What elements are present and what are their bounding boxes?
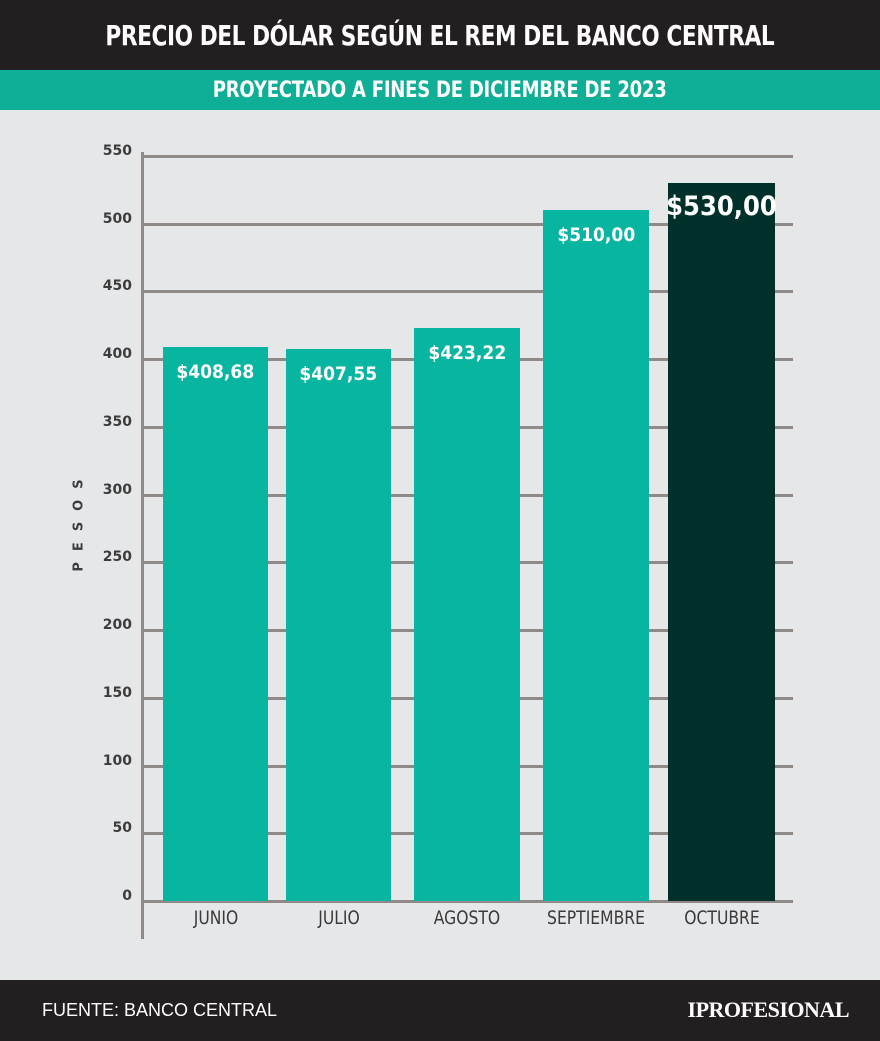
- bar-value-label: $423,22: [428, 341, 506, 364]
- x-category-label: JULIO: [317, 907, 360, 929]
- chart-title: PRECIO DEL DÓLAR SEGÚN EL REM DEL BANCO …: [105, 18, 775, 52]
- bar-septiembre: $510,00: [543, 210, 649, 901]
- bar-value-label: $510,00: [557, 224, 635, 247]
- y-tick-label: 100: [102, 752, 132, 769]
- gridline: [141, 155, 793, 158]
- y-tick-label: 150: [102, 684, 132, 701]
- x-category-label: JUNIO: [193, 907, 238, 929]
- y-tick-label: 300: [102, 481, 132, 498]
- bar-junio: $408,68: [163, 347, 268, 901]
- bar-agosto: $423,22: [414, 327, 520, 901]
- bar-value-label: $407,55: [299, 362, 378, 385]
- bar-chart: PESOS 0 50 100 150 200 250 300 350 400 450 500 550 …: [71, 143, 793, 939]
- y-tick-label: 400: [102, 346, 132, 363]
- x-category-label: AGOSTO: [433, 907, 501, 929]
- y-tick-label: 0: [122, 888, 132, 904]
- chart-subheader: PROYECTADO A FINES DE DICIEMBRE DE 2023: [0, 70, 880, 110]
- x-category-label: SEPTIEMBRE: [547, 907, 645, 929]
- y-tick-label: 250: [102, 549, 132, 566]
- y-tick-label: 350: [102, 413, 132, 430]
- chart-subtitle: PROYECTADO A FINES DE DICIEMBRE DE 2023: [213, 77, 667, 103]
- bar-value-label: $408,68: [176, 361, 255, 384]
- y-tick-label: 500: [102, 210, 132, 227]
- bar-value-label: $530,00: [666, 191, 777, 223]
- gridline: [141, 222, 793, 226]
- source-note: FUENTE: BANCO CENTRAL: [42, 1000, 278, 1020]
- footer: FUENTE: BANCO CENTRAL IPROFESIONAL: [0, 980, 880, 1041]
- gridline: [141, 290, 793, 294]
- x-category-label: OCTUBRE: [683, 907, 760, 929]
- bar-julio: $407,55: [286, 348, 391, 901]
- chart-header: PRECIO DEL DÓLAR SEGÚN EL REM DEL BANCO …: [0, 0, 880, 70]
- y-axis-line: [141, 152, 144, 939]
- y-axis-label: PESOS: [71, 468, 87, 572]
- y-tick-label: 50: [112, 820, 132, 837]
- brand-logo: IPROFESIONAL: [687, 997, 850, 1022]
- y-tick-label: 200: [102, 617, 132, 634]
- y-tick-label: 550: [102, 143, 132, 159]
- gridline: [141, 900, 793, 903]
- bar-octubre: $530,00: [666, 183, 777, 901]
- y-tick-label: 450: [102, 278, 132, 295]
